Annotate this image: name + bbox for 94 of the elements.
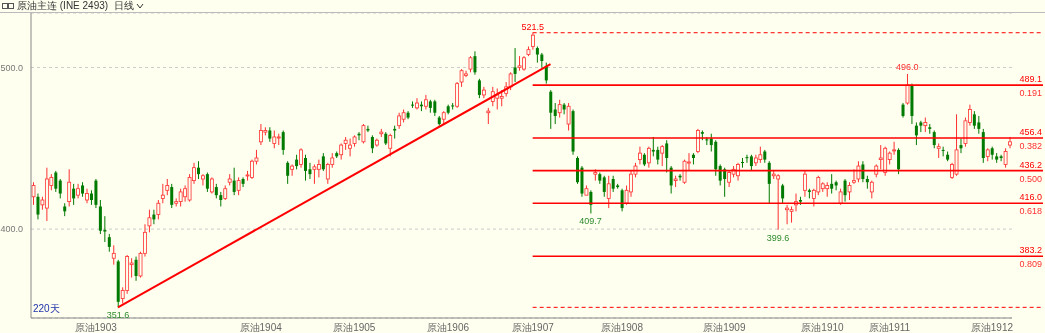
annotation: 0.191 [1019,88,1042,99]
candlestick [160,183,165,204]
annotation: 220天 [33,302,60,316]
candlestick [299,147,303,169]
ref-line-label: 489.1 [1019,74,1042,85]
x-tick-label: 原油1906 [426,322,470,333]
candlestick [646,146,651,169]
candlestick [602,175,606,198]
x-tick-label: 原油1908 [600,322,644,333]
candlestick [304,154,308,182]
candlestick [290,163,295,177]
candlestick [919,120,923,133]
candlestick [660,144,665,167]
candlestick [723,167,727,198]
candlestick [878,144,883,170]
candlestick [776,173,781,231]
x-tick-label: 原油1905 [333,322,376,333]
candlestick [553,102,557,125]
candlestick [495,87,500,110]
candlestick [111,244,116,266]
candlestick [513,47,517,83]
candlestick [843,178,847,203]
candlestick [477,78,481,99]
x-tick-label: 原油1907 [511,322,555,333]
candlestick [36,193,40,220]
annotation: 409.7 [579,216,602,227]
annotation: 351.6 [106,310,130,321]
candlestick [914,121,918,146]
ref-line-label: 456.4 [1019,126,1042,137]
annotation: 0.809 [1019,259,1042,270]
x-tick-label: 原油1909 [703,322,746,333]
candlestick [170,183,174,209]
candlestick [638,146,642,165]
candlestick [753,154,758,167]
x-tick-label: 原油1903 [74,322,118,333]
candlestick [718,163,722,186]
ref-line-label: 383.2 [1019,245,1042,256]
candlestick [286,160,290,185]
candlestick [830,173,834,195]
candlestick [741,157,744,169]
annotation: 0.500 [1019,173,1042,184]
candlestick [205,172,209,193]
candlestick [366,125,370,133]
candlestick [316,159,321,178]
annotation: 399.6 [766,232,790,243]
candlestick [669,165,673,195]
ref-line-label: 416.0 [1019,192,1042,203]
candlestick [31,181,36,206]
x-tick-label: 原油1904 [239,322,283,333]
candlestick [232,167,236,196]
candlestick [156,199,161,220]
candlestick [803,170,807,198]
chart-title: 原油主连 (INE 2493) 日线 [17,0,134,13]
annotation: 496.0 [895,61,919,72]
candlestick [411,100,415,109]
candlestick [745,154,749,164]
x-tick-label: 原油1910 [801,322,845,333]
candlestick [856,160,861,183]
candlestick [54,170,58,193]
candlestick [905,73,910,106]
candlestick [834,180,838,191]
ref-line-label: 436.2 [1019,159,1042,170]
candlestick [281,130,285,156]
x-tick-label: 原油1912 [970,322,1014,333]
candlestick [241,176,245,188]
candlestick [781,183,785,204]
x-tick-label: 原油1911 [868,322,911,333]
ref-line-label: 521.5 [521,21,544,32]
y-tick-label: 500.0 [0,62,23,73]
candlestick [201,173,205,186]
candlestick [999,154,1003,162]
candlestick [134,256,138,282]
y-tick-label: 400.0 [0,224,23,235]
candlestick [1003,147,1008,169]
candlestick [72,183,76,206]
annotation: 0.618 [1019,206,1042,217]
candlestick [549,89,553,130]
candlestick [897,147,901,175]
annotation: 0.382 [1019,140,1042,151]
candlestick [816,175,821,196]
candlestick [959,138,963,154]
candlestick [473,50,477,76]
candlestick [696,128,700,154]
candlestick [388,133,393,157]
candlestick [312,163,317,185]
candlestick [361,123,366,144]
candlestick [767,160,771,204]
candlestick [566,102,571,132]
candlestick [861,160,865,183]
candlestick [308,162,312,180]
candlestick [665,139,669,174]
candlestick [58,178,62,199]
candlestick [606,175,611,209]
candlestick [67,168,72,207]
